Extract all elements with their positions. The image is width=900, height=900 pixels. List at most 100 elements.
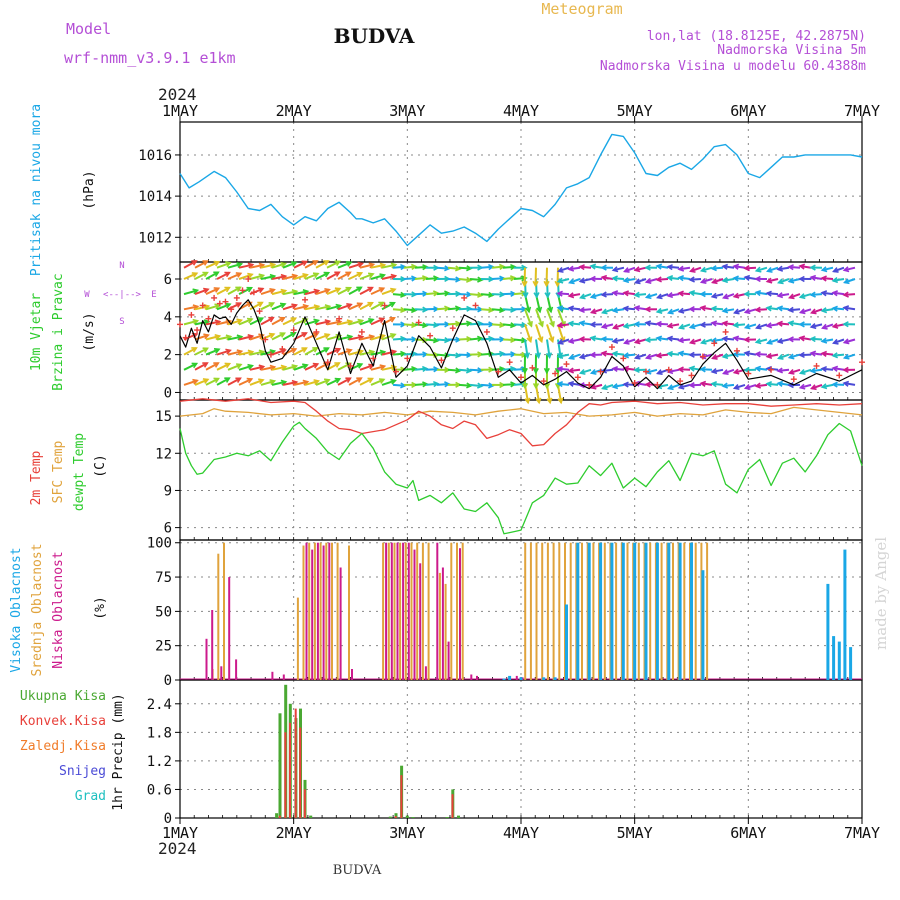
wind-arrowhead: [313, 379, 320, 386]
wind-arrow: [271, 275, 286, 280]
wind-arrowhead: [633, 321, 640, 328]
wind-arrowhead: [656, 369, 663, 375]
wind-arrowhead: [809, 323, 817, 330]
wind-arrow: [766, 382, 779, 386]
wind-arrowhead: [476, 382, 484, 389]
low-cloud-bar: [311, 549, 314, 680]
mid-cloud-bar: [393, 542, 396, 680]
wind-arrow: [425, 292, 438, 296]
high-cloud-bar: [667, 542, 671, 680]
wind-arrow: [271, 365, 286, 371]
wind-arrow: [326, 320, 341, 326]
wind-arrowhead: [312, 260, 319, 266]
wind-arrowhead: [192, 378, 199, 385]
mid-cloud-bar: [387, 542, 390, 680]
wind-arrowhead: [532, 367, 539, 375]
low-cloud-bar-group: [205, 542, 524, 680]
wind-arrowhead: [710, 292, 718, 299]
wind-arrowhead: [622, 290, 629, 297]
wind-arrowhead: [689, 266, 696, 273]
low-cloud-bar: [271, 671, 274, 680]
wind-arrowhead: [498, 263, 506, 270]
wind-arrow: [458, 278, 472, 282]
wind-arrow: [403, 277, 417, 280]
wind-arrow: [436, 266, 450, 270]
wind-arrow: [491, 323, 505, 327]
total-precip-bar: [388, 816, 392, 818]
wind-arrow: [623, 278, 636, 282]
wind-arrow: [337, 261, 352, 269]
wind-arrowhead: [611, 350, 619, 357]
wind-arrowhead: [568, 354, 575, 360]
mid-cloud-bar: [569, 542, 572, 680]
wind-arrow: [712, 278, 724, 284]
wind-arrowhead: [421, 365, 429, 373]
wind-arrow: [469, 322, 483, 326]
wind-arrowhead: [589, 368, 597, 375]
ytick-label: 0.6: [147, 782, 172, 798]
wind-arrow: [701, 338, 713, 344]
wind-arrowhead: [765, 277, 773, 284]
wind-arrow: [712, 293, 724, 298]
wind-arrow: [832, 353, 845, 357]
mid-cloud-bar: [649, 542, 652, 680]
wind-arrow: [723, 293, 735, 299]
wind-arrowhead: [246, 377, 254, 384]
wind-arrowhead: [678, 323, 685, 330]
wind-arrowhead: [578, 353, 586, 360]
wind-arrow: [569, 293, 581, 297]
wind-arrowhead: [225, 348, 232, 355]
high-cloud-bar-group: [502, 542, 853, 680]
ytick-label: 25: [155, 639, 172, 655]
wind-arrow: [833, 266, 845, 273]
wind-arrowhead: [666, 264, 673, 271]
wind-arrowhead: [345, 377, 352, 383]
wind-arrow: [623, 291, 636, 296]
wind-arrowhead: [842, 353, 850, 360]
wind-arrowhead: [302, 303, 310, 310]
wind-arrow: [722, 278, 735, 282]
wind-arrow: [701, 278, 713, 284]
wind-arrowhead: [656, 293, 663, 300]
wind-arrowhead: [235, 302, 243, 308]
wind-arrow: [722, 322, 735, 326]
wind-arrow: [194, 288, 209, 296]
wind-arrowhead: [236, 262, 244, 268]
wind-arrowhead: [202, 362, 209, 368]
wind-arrowhead: [538, 320, 544, 328]
wind-arrowhead: [213, 271, 220, 277]
wind-arrow: [304, 260, 318, 269]
wind-arrowhead: [798, 351, 805, 359]
mid-cloud-bar: [296, 597, 299, 680]
wind-arrowhead: [525, 306, 532, 314]
wind-arrow: [722, 265, 735, 269]
wind-arrow: [271, 380, 286, 386]
wind-arrow: [205, 260, 220, 269]
wind-arrow: [711, 321, 724, 326]
top-tick-label: 1MAY: [162, 102, 198, 120]
wind-arrowhead: [798, 321, 805, 328]
wind-arrowhead: [611, 307, 619, 314]
wind-arrow: [668, 308, 680, 314]
wind-arrowhead: [688, 290, 696, 297]
mid-cloud-bar: [535, 542, 538, 680]
wind-arrowhead: [722, 293, 729, 300]
low-cloud-bar: [322, 545, 325, 680]
wind-arrow: [690, 323, 702, 329]
wind-arrowhead: [721, 320, 729, 327]
wind-arrowhead: [410, 306, 418, 314]
low-cloud-bar: [282, 674, 285, 680]
wind-arrow: [216, 271, 230, 280]
wind-arrow: [337, 335, 352, 341]
wind-arrowhead: [291, 364, 299, 371]
wind-arrowhead: [554, 280, 561, 288]
high-cloud-bar: [837, 641, 841, 680]
wind-arrow: [843, 382, 856, 386]
wind-arrow: [558, 338, 570, 345]
wind-arrowhead: [213, 377, 220, 384]
wind-arrow: [469, 368, 483, 372]
wind-arrow: [667, 337, 680, 341]
wind-arrowhead: [454, 265, 462, 272]
temp2m-line: [179, 398, 863, 447]
wind-arrow: [271, 332, 285, 341]
